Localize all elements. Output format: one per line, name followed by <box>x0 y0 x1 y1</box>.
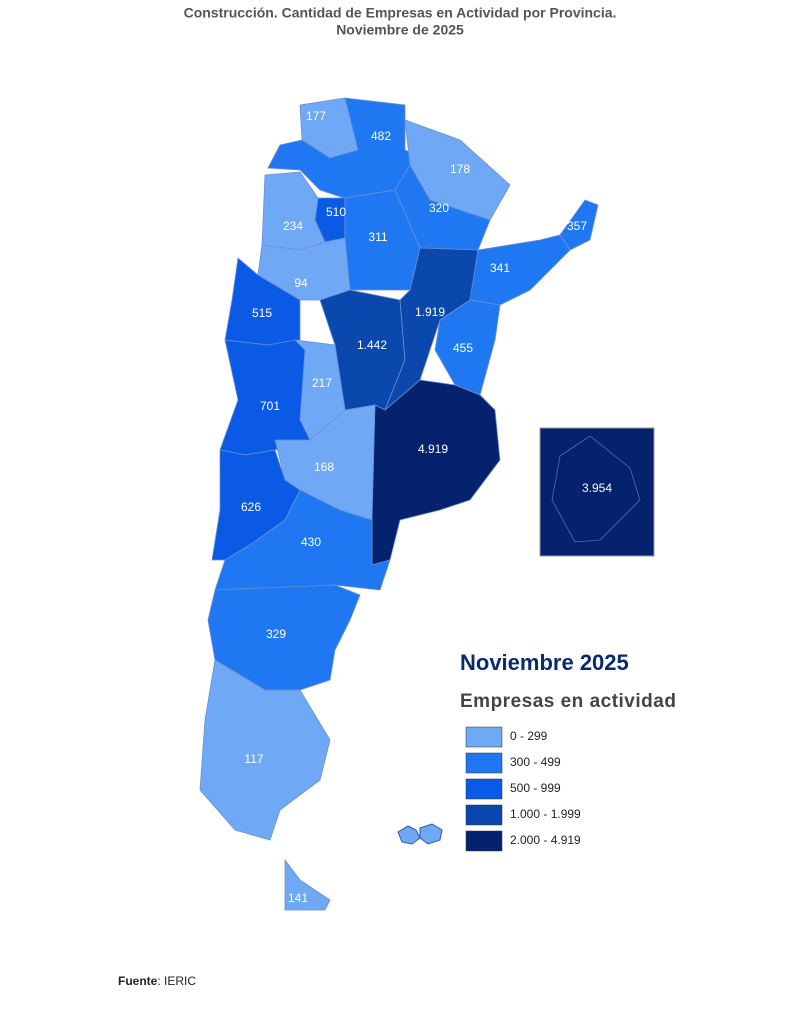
title: Construcción. Cantidad de Empresas en Ac… <box>184 5 617 21</box>
province-label: 329 <box>266 627 286 641</box>
source-label: Fuente <box>118 974 158 988</box>
province-label: 482 <box>371 129 391 143</box>
legend-swatch <box>465 830 503 852</box>
province-label: 1.442 <box>357 338 387 352</box>
province <box>199 659 331 841</box>
province-label: 515 <box>252 306 272 320</box>
source: Fuente: IERIC <box>118 974 196 988</box>
province-label: 455 <box>453 341 473 355</box>
province-label: 94 <box>294 276 308 290</box>
province-label: 178 <box>450 162 470 176</box>
legend-swatch <box>465 752 503 774</box>
legend-label: 2.000 - 4.919 <box>510 833 581 847</box>
province-label: 701 <box>260 399 280 413</box>
legend-label: 1.000 - 1.999 <box>510 807 581 821</box>
province-label: 217 <box>312 376 332 390</box>
island <box>419 823 443 845</box>
map: 177 482 178 320 510 234 311 357 341 94 515 1.442 1.9… <box>199 97 655 911</box>
province-label: 168 <box>314 460 334 474</box>
legend-label: 500 - 999 <box>510 781 561 795</box>
province-label: 234 <box>283 219 303 233</box>
province-label: 626 <box>241 500 261 514</box>
province-label: 117 <box>244 752 263 766</box>
legend: Noviembre 2025 Empresas en actividad 0 -… <box>460 650 676 852</box>
legend-label: 0 - 299 <box>510 729 548 743</box>
legend-label: 300 - 499 <box>510 755 561 769</box>
province-label: 510 <box>326 205 346 219</box>
legend-swatch <box>465 804 503 826</box>
legend-swatch <box>465 778 503 800</box>
inset-box <box>539 427 655 557</box>
inset-outline <box>551 435 641 543</box>
source-text: : IERIC <box>157 974 196 988</box>
legend-title: Noviembre 2025 <box>460 650 629 675</box>
province-label: 341 <box>490 261 510 275</box>
legend-subtitle: Empresas en actividad <box>460 691 676 712</box>
province-label: 177 <box>306 109 326 123</box>
province-label: 141 <box>288 891 308 905</box>
province-label: 320 <box>429 201 449 215</box>
province <box>371 379 501 566</box>
subtitle: Noviembre de 2025 <box>336 22 464 38</box>
province <box>219 339 311 456</box>
inset-label: 3.954 <box>582 481 612 495</box>
province-label: 311 <box>368 230 387 244</box>
province-label: 357 <box>567 219 587 233</box>
province <box>207 584 361 691</box>
province-label: 4.919 <box>418 442 448 456</box>
island <box>397 825 421 845</box>
province <box>284 858 331 911</box>
province-label: 1.919 <box>415 305 445 319</box>
islands <box>397 823 443 845</box>
province-label: 430 <box>301 535 321 549</box>
legend-swatch <box>465 726 503 748</box>
